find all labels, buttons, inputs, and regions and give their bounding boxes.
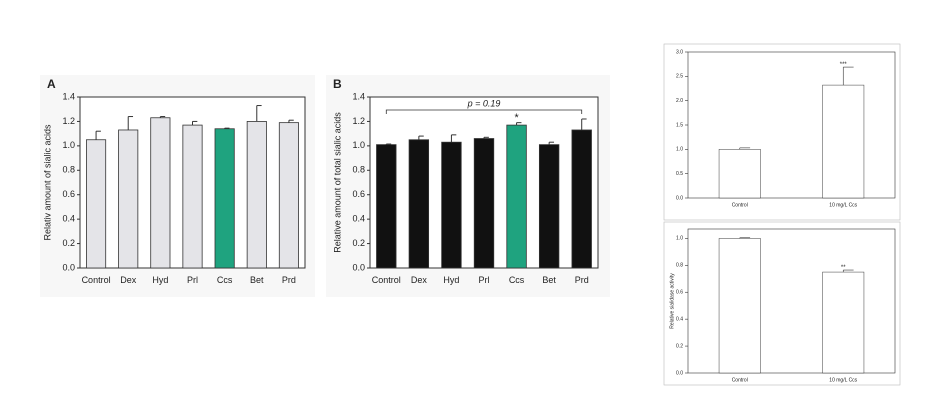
y-tick-label: 0.8 <box>62 165 75 175</box>
panel-frame <box>663 221 901 386</box>
bar <box>278 122 299 269</box>
panel-label: B <box>333 77 342 91</box>
y-tick-label: 1.2 <box>62 116 75 126</box>
x-tick-label: Hyd <box>443 275 459 285</box>
bar <box>246 121 267 269</box>
y-tick-label: 0.0 <box>352 262 365 272</box>
x-tick-label: Prl <box>187 275 198 285</box>
y-tick-label: 0.2 <box>62 238 75 248</box>
y-tick-label: 0.2 <box>352 238 365 248</box>
bar <box>86 139 107 269</box>
bracket <box>385 109 583 114</box>
bar <box>822 271 865 374</box>
bar <box>441 141 462 269</box>
bar <box>118 129 139 269</box>
y-tick-label: 0.6 <box>676 290 683 296</box>
bar <box>408 139 430 269</box>
x-tick-label: Control <box>732 377 748 383</box>
x-tick-label: Prd <box>575 275 589 285</box>
y-tick-label: 0.4 <box>62 214 75 224</box>
y-tick-label: 0.6 <box>62 189 75 199</box>
bar <box>214 128 235 269</box>
y-tick-label: 2.5 <box>676 74 683 80</box>
x-tick-label: Ccs <box>509 275 525 285</box>
y-axis-label: Relative sialidase activity <box>669 273 675 329</box>
y-tick-label: 0.0 <box>676 195 683 201</box>
x-tick-label: Dex <box>120 275 137 285</box>
plot-frame <box>687 228 896 374</box>
bar <box>822 84 865 199</box>
y-tick-label: 1.4 <box>62 91 75 101</box>
panel-frame <box>663 43 901 221</box>
panel-label: A <box>47 77 56 91</box>
x-tick-label: Bet <box>250 275 264 285</box>
x-tick-label: Control <box>372 275 401 285</box>
y-tick-label: 1.5 <box>676 122 683 128</box>
bar <box>473 138 495 269</box>
x-tick-label: Bet <box>542 275 556 285</box>
x-tick-label: Dex <box>411 275 428 285</box>
significance-mark: ** <box>841 265 846 271</box>
y-tick-label: 0.8 <box>676 263 683 269</box>
x-tick-label: Hyd <box>152 275 168 285</box>
y-tick-label: 2.0 <box>676 98 683 104</box>
bar <box>571 129 592 269</box>
x-tick-label: Prd <box>282 275 296 285</box>
significance-mark: *** <box>840 62 848 68</box>
y-tick-label: 0.0 <box>62 262 75 272</box>
y-tick-label: 0.4 <box>676 316 683 322</box>
bar <box>150 117 171 269</box>
x-tick-label: Control <box>82 275 111 285</box>
y-tick-label: 0.2 <box>676 343 683 349</box>
y-tick-label: 1.0 <box>676 147 683 153</box>
y-axis-label: Relativ amount of sialic acids <box>42 124 52 241</box>
x-tick-label: Ccs <box>217 275 233 285</box>
bar <box>182 124 203 269</box>
y-tick-label: 0.5 <box>676 171 683 177</box>
y-tick-label: 1.0 <box>62 140 75 150</box>
bar <box>506 124 527 269</box>
y-tick-label: 0.6 <box>352 189 365 199</box>
y-tick-label: 3.0 <box>676 49 683 55</box>
y-tick-label: 1.0 <box>352 140 365 150</box>
y-tick-label: 1.0 <box>676 236 683 242</box>
bar <box>538 144 560 269</box>
bar <box>718 149 761 199</box>
x-tick-label: Control <box>732 202 748 208</box>
y-tick-label: 1.2 <box>352 116 365 126</box>
y-tick-label: 1.4 <box>352 91 365 101</box>
y-tick-label: 0.0 <box>676 370 683 376</box>
x-tick-label: 10 mg/L Ccs <box>829 202 857 208</box>
bar <box>376 144 397 269</box>
y-tick-label: 0.4 <box>352 214 365 224</box>
x-tick-label: Prl <box>479 275 490 285</box>
bar <box>718 238 761 374</box>
y-axis-label: Relative amount of total sialic acids <box>332 112 342 253</box>
x-tick-label: 10 mg/L Ccs <box>829 377 857 383</box>
y-tick-label: 0.8 <box>352 165 365 175</box>
significance-mark: * <box>514 112 519 124</box>
annotation: p = 0.19 <box>467 98 501 108</box>
